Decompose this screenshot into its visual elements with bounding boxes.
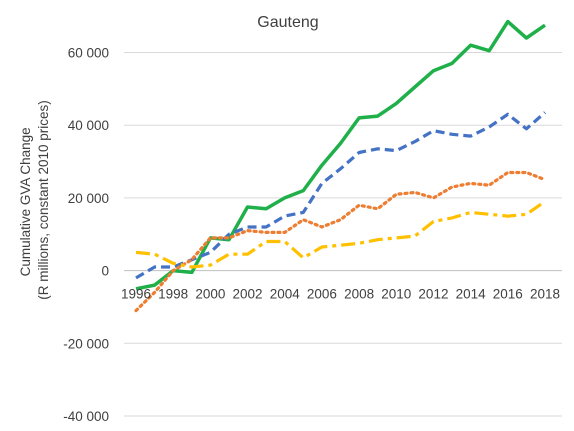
chart-title: Gauteng <box>257 14 318 31</box>
x-tick-labels: 1996 1998 2000 2002 2004 2006 2008 2010 2012 2014… <box>121 287 560 302</box>
y-tick-labels: -40 000 -20 000 0 20 000 40 000 60 000 <box>63 46 109 425</box>
y-axis-label-line-1: Cumulative GVA Change <box>18 127 33 276</box>
x-tick-label: 1996 <box>121 287 151 302</box>
y-tick-label: 20 000 <box>68 191 109 206</box>
x-tick-label: 2004 <box>270 287 301 302</box>
y-tick-label: -40 000 <box>63 409 109 424</box>
series-lines <box>134 19 547 313</box>
series-line-2 <box>135 111 547 280</box>
y-tick-label: -20 000 <box>63 336 109 351</box>
y-axis-label: Cumulative GVA Change (R millions, const… <box>18 100 51 300</box>
x-tick-label: 2008 <box>344 287 374 302</box>
x-tick-label: 2018 <box>530 287 560 302</box>
x-tick-label: 2016 <box>493 287 523 302</box>
y-tick-label: 40 000 <box>68 118 109 133</box>
x-tick-label: 2012 <box>418 287 448 302</box>
series-line-4 <box>135 200 546 269</box>
y-tick-label: 0 <box>101 264 109 279</box>
x-tick-label: 2010 <box>381 287 411 302</box>
x-tick-label: 1998 <box>158 287 188 302</box>
series-line-1 <box>135 19 546 291</box>
x-tick-label: 2002 <box>233 287 263 302</box>
gridlines <box>124 52 562 417</box>
x-tick-label: 2014 <box>456 287 487 302</box>
y-tick-label: 60 000 <box>68 46 109 61</box>
x-tick-label: 2000 <box>195 287 225 302</box>
y-axis-label-line-2: (R millions, constant 2010 prices) <box>36 100 51 300</box>
series-line-3 <box>134 170 547 313</box>
x-tick-label: 2006 <box>307 287 337 302</box>
